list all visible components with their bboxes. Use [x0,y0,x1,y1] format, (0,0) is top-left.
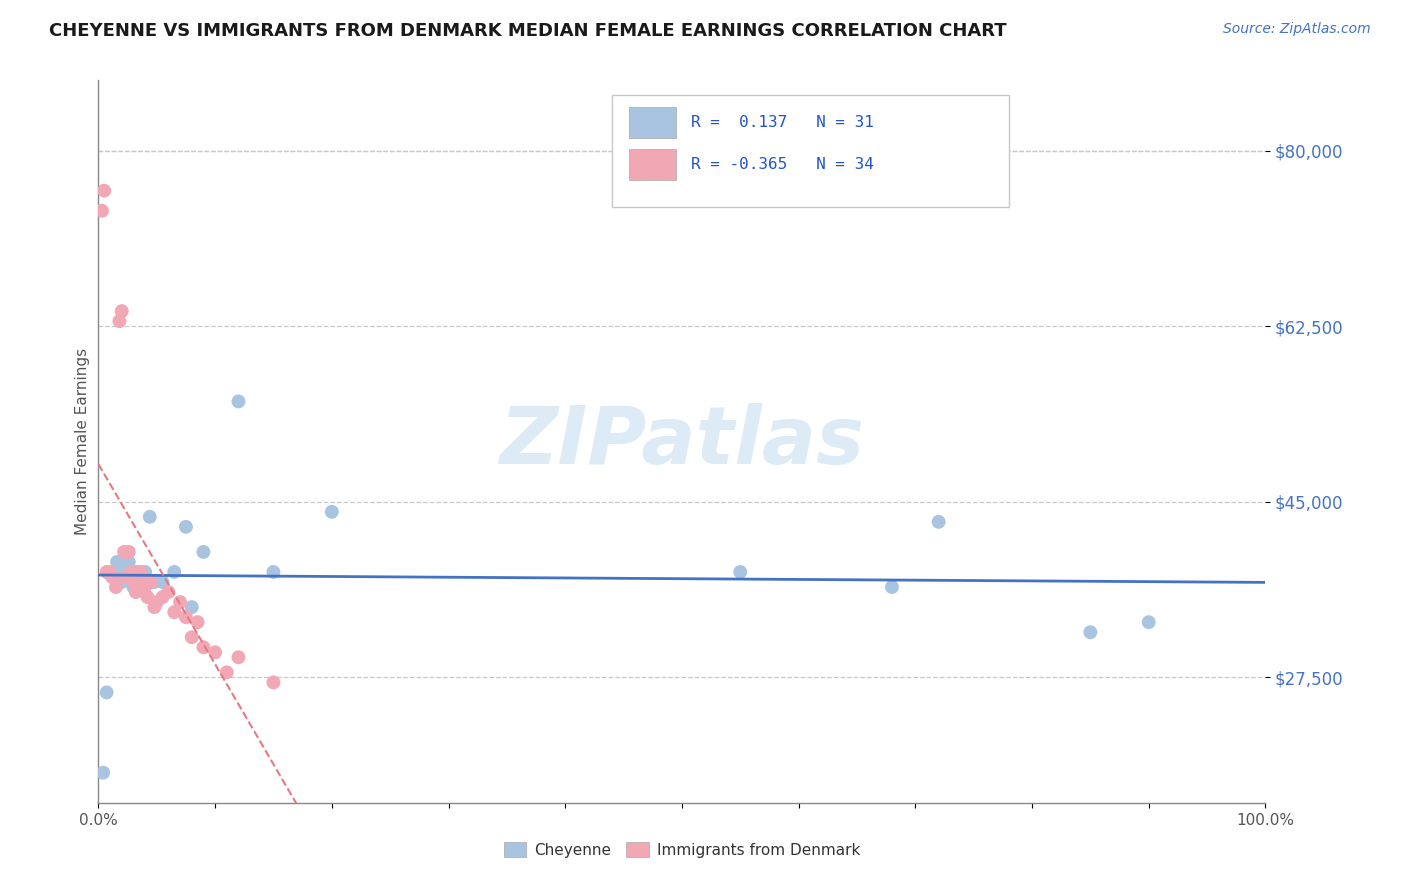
Point [129,565,152,579]
Point [111,304,134,318]
FancyBboxPatch shape [612,95,1008,207]
Point [136,590,159,604]
Point [105,555,128,569]
Text: CHEYENNE VS IMMIGRANTS FROM DENMARK MEDIAN FEMALE EARNINGS CORRELATION CHART: CHEYENNE VS IMMIGRANTS FROM DENMARK MEDI… [49,22,1007,40]
Point [118,555,141,569]
Text: R = -0.365   N = 34: R = -0.365 N = 34 [692,157,875,172]
Point [115,560,138,574]
Point [96,565,118,579]
Point [157,585,180,599]
Point [122,580,145,594]
Point [118,545,141,559]
Point [101,570,124,584]
Point [174,520,197,534]
Text: R =  0.137   N = 31: R = 0.137 N = 31 [692,115,875,129]
Point [112,570,135,584]
Point [139,509,162,524]
Point [129,565,152,579]
Point [880,580,903,594]
Point [122,574,145,589]
Text: Source: ZipAtlas.com: Source: ZipAtlas.com [1223,22,1371,37]
Point [228,394,250,409]
Point [91,765,114,780]
Point [134,565,156,579]
Point [104,580,127,594]
FancyBboxPatch shape [630,107,676,138]
Point [108,565,131,579]
Point [143,600,166,615]
Point [1080,625,1102,640]
Point [146,595,169,609]
Point [204,645,226,659]
Point [125,585,148,599]
Text: ZIPatlas: ZIPatlas [499,402,865,481]
Point [139,574,162,589]
Point [143,574,166,589]
Point [228,650,250,665]
Point [163,605,186,619]
Point [98,565,121,579]
Point [90,203,112,218]
Point [96,685,118,699]
Point [321,505,343,519]
FancyBboxPatch shape [630,149,676,180]
Point [104,565,127,579]
Point [730,565,752,579]
Point [169,595,191,609]
Point [101,570,124,584]
Point [127,580,149,594]
Point [193,640,215,655]
Point [115,570,138,584]
Point [180,630,202,644]
Point [108,314,131,328]
Point [187,615,209,630]
Point [928,515,950,529]
Point [262,675,284,690]
Point [120,574,142,589]
Point [193,545,215,559]
Point [127,574,149,589]
Point [152,590,174,604]
Point [215,665,238,680]
Point [112,545,135,559]
Point [180,600,202,615]
Y-axis label: Median Female Earnings: Median Female Earnings [75,348,90,535]
Point [1137,615,1160,630]
Point [132,570,155,584]
Point [163,565,186,579]
Point [120,565,142,579]
Point [174,610,197,624]
Point [134,580,156,594]
Point [93,184,115,198]
Point [262,565,284,579]
Point [152,574,174,589]
Legend: Cheyenne, Immigrants from Denmark: Cheyenne, Immigrants from Denmark [498,836,866,863]
Point [125,565,148,579]
Point [111,574,134,589]
